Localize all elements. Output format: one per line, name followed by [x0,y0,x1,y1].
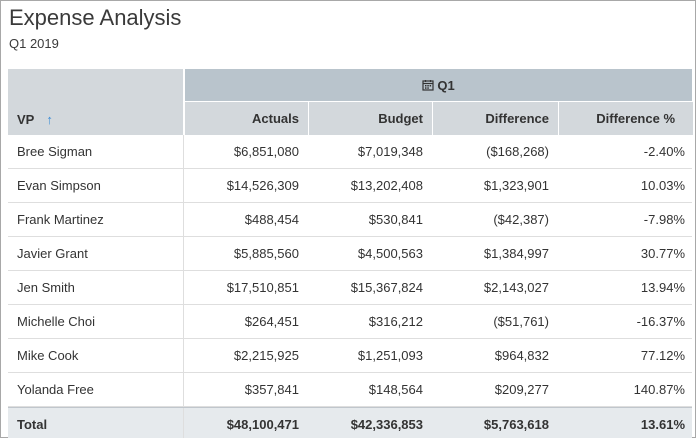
difference-pct-cell: -16.37% [636,314,685,329]
difference-pct-cell: -7.98% [643,212,685,227]
difference-cell: $964,832 [494,348,549,363]
difference-pct-cell: 77.12% [640,348,685,363]
difference-pct-cell: 30.77% [640,246,685,261]
table-row[interactable]: Michelle Choi $264,451 $316,212 ($51,761… [8,305,692,339]
total-difference: $5,763,618 [483,417,549,432]
column-header-budget[interactable]: Budget [309,102,433,135]
actuals-cell: $17,510,851 [226,280,299,295]
table-row[interactable]: Mike Cook $2,215,925 $1,251,093 $964,832… [8,339,692,373]
difference-pct-cell: 13.94% [640,280,685,295]
actuals-cell: $2,215,925 [233,348,299,363]
budget-cell: $1,251,093 [357,348,423,363]
difference-cell: ($168,268) [486,144,549,159]
budget-cell: $15,367,824 [350,280,423,295]
calendar-icon [422,80,434,91]
table-row[interactable]: Bree Sigman $6,851,080 $7,019,348 ($168,… [8,135,692,169]
vp-name-cell: Mike Cook [8,339,184,372]
vp-name-cell: Yolanda Free [8,373,184,406]
column-header-difference-pct[interactable]: Difference % [559,102,693,135]
group-header-label: Q1 [437,77,455,93]
vp-name-cell: Frank Martinez [8,203,184,236]
q1-group-header: Q1 [185,69,692,101]
table-row[interactable]: Jen Smith $17,510,851 $15,367,824 $2,143… [8,271,692,305]
actuals-cell: $6,851,080 [233,144,299,159]
table-body: Bree Sigman $6,851,080 $7,019,348 ($168,… [8,135,692,438]
vp-name-cell: Bree Sigman [8,135,184,168]
total-difference-pct: 13.61% [640,417,685,432]
difference-cell: $1,384,997 [483,246,549,261]
total-actuals: $48,100,471 [226,417,299,432]
vp-name-cell: Michelle Choi [8,305,184,338]
difference-cell: $209,277 [494,382,549,397]
column-headers: Actuals Budget Difference Difference % [185,102,693,135]
difference-cell: ($51,761) [493,314,549,329]
difference-cell: $2,143,027 [483,280,549,295]
vp-header-label: VP [17,112,35,127]
budget-cell: $530,841 [368,212,423,227]
actuals-cell: $357,841 [244,382,299,397]
vp-name-cell: Javier Grant [8,237,184,270]
actuals-cell: $5,885,560 [233,246,299,261]
table-row[interactable]: Frank Martinez $488,454 $530,841 ($42,38… [8,203,692,237]
vp-name-cell: Evan Simpson [8,169,184,202]
difference-pct-cell: 10.03% [640,178,685,193]
total-label: Total [8,408,184,438]
vp-name-cell: Jen Smith [8,271,184,304]
budget-cell: $7,019,348 [357,144,423,159]
total-row: Total $48,100,471 $42,336,853 $5,763,618… [8,407,692,438]
budget-cell: $4,500,563 [357,246,423,261]
budget-cell: $13,202,408 [350,178,423,193]
vp-column-header[interactable]: VP ↑ [8,69,184,135]
table-row[interactable]: Javier Grant $5,885,560 $4,500,563 $1,38… [8,237,692,271]
table-row[interactable]: Evan Simpson $14,526,309 $13,202,408 $1,… [8,169,692,203]
report-subtitle: Q1 2019 [9,36,59,51]
difference-cell: ($42,387) [493,212,549,227]
difference-pct-cell: -2.40% [643,144,685,159]
report-title: Expense Analysis [9,5,182,30]
total-budget: $42,336,853 [350,417,423,432]
table-row[interactable]: Yolanda Free $357,841 $148,564 $209,277 … [8,373,692,407]
column-header-difference[interactable]: Difference [433,102,559,135]
difference-cell: $1,323,901 [483,178,549,193]
sort-ascending-icon[interactable]: ↑ [46,112,53,127]
budget-cell: $316,212 [368,314,423,329]
difference-pct-cell: 140.87% [633,382,685,397]
actuals-cell: $14,526,309 [226,178,299,193]
actuals-cell: $488,454 [244,212,299,227]
column-header-actuals[interactable]: Actuals [185,102,309,135]
actuals-cell: $264,451 [244,314,299,329]
budget-cell: $148,564 [368,382,423,397]
